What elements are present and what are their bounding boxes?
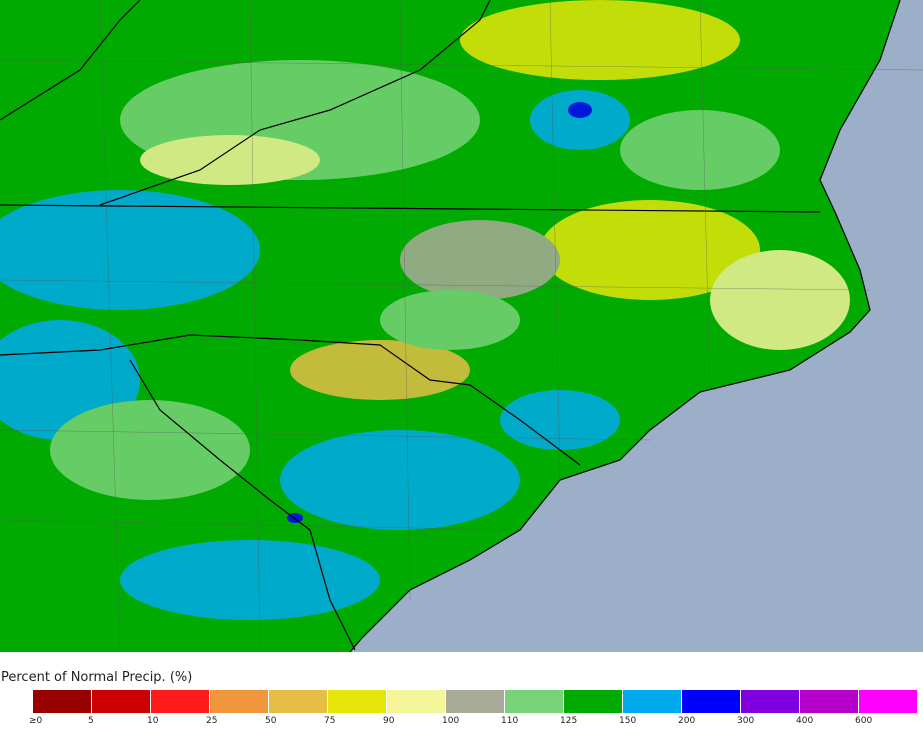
county-lines bbox=[0, 0, 923, 651]
legend-swatch bbox=[564, 690, 623, 713]
legend-label: 400 bbox=[796, 716, 814, 726]
legend-label: 150 bbox=[619, 716, 637, 726]
legend-label: 5 bbox=[88, 716, 94, 726]
legend-label: 50 bbox=[265, 716, 277, 726]
legend-label: 90 bbox=[383, 716, 395, 726]
precip-map bbox=[0, 0, 923, 652]
legend-swatch bbox=[682, 690, 741, 713]
legend-swatch bbox=[151, 690, 210, 713]
legend-label: 125 bbox=[560, 716, 578, 726]
legend-label: 200 bbox=[678, 716, 696, 726]
legend-label: 300 bbox=[737, 716, 755, 726]
legend-swatch bbox=[33, 690, 92, 713]
legend-swatch bbox=[741, 690, 800, 713]
legend-swatch bbox=[387, 690, 446, 713]
legend-swatch bbox=[859, 690, 918, 713]
legend-swatch bbox=[800, 690, 859, 713]
state-borders bbox=[0, 0, 821, 651]
legend-swatch bbox=[505, 690, 564, 713]
legend-label: 110 bbox=[501, 716, 519, 726]
legend-label: 25 bbox=[206, 716, 218, 726]
legend-title: Percent of Normal Precip. (%) bbox=[1, 670, 193, 685]
legend-swatch bbox=[623, 690, 682, 713]
legend-label: 600 bbox=[855, 716, 873, 726]
legend-label: 10 bbox=[147, 716, 159, 726]
legend-swatch bbox=[210, 690, 269, 713]
coastline bbox=[349, 0, 901, 652]
precip-regions bbox=[0, 0, 850, 620]
legend-swatch bbox=[92, 690, 151, 713]
legend-swatch bbox=[328, 690, 387, 713]
legend: ≥0 5 10 25 50 75 90 100 110 125 150 200 300 400 600 bbox=[0, 690, 923, 729]
legend-label: 75 bbox=[324, 716, 336, 726]
legend-swatch bbox=[446, 690, 505, 713]
legend-label: 100 bbox=[442, 716, 460, 726]
legend-label: ≥0 bbox=[29, 716, 43, 726]
ocean bbox=[350, 0, 923, 652]
legend-swatch bbox=[269, 690, 328, 713]
